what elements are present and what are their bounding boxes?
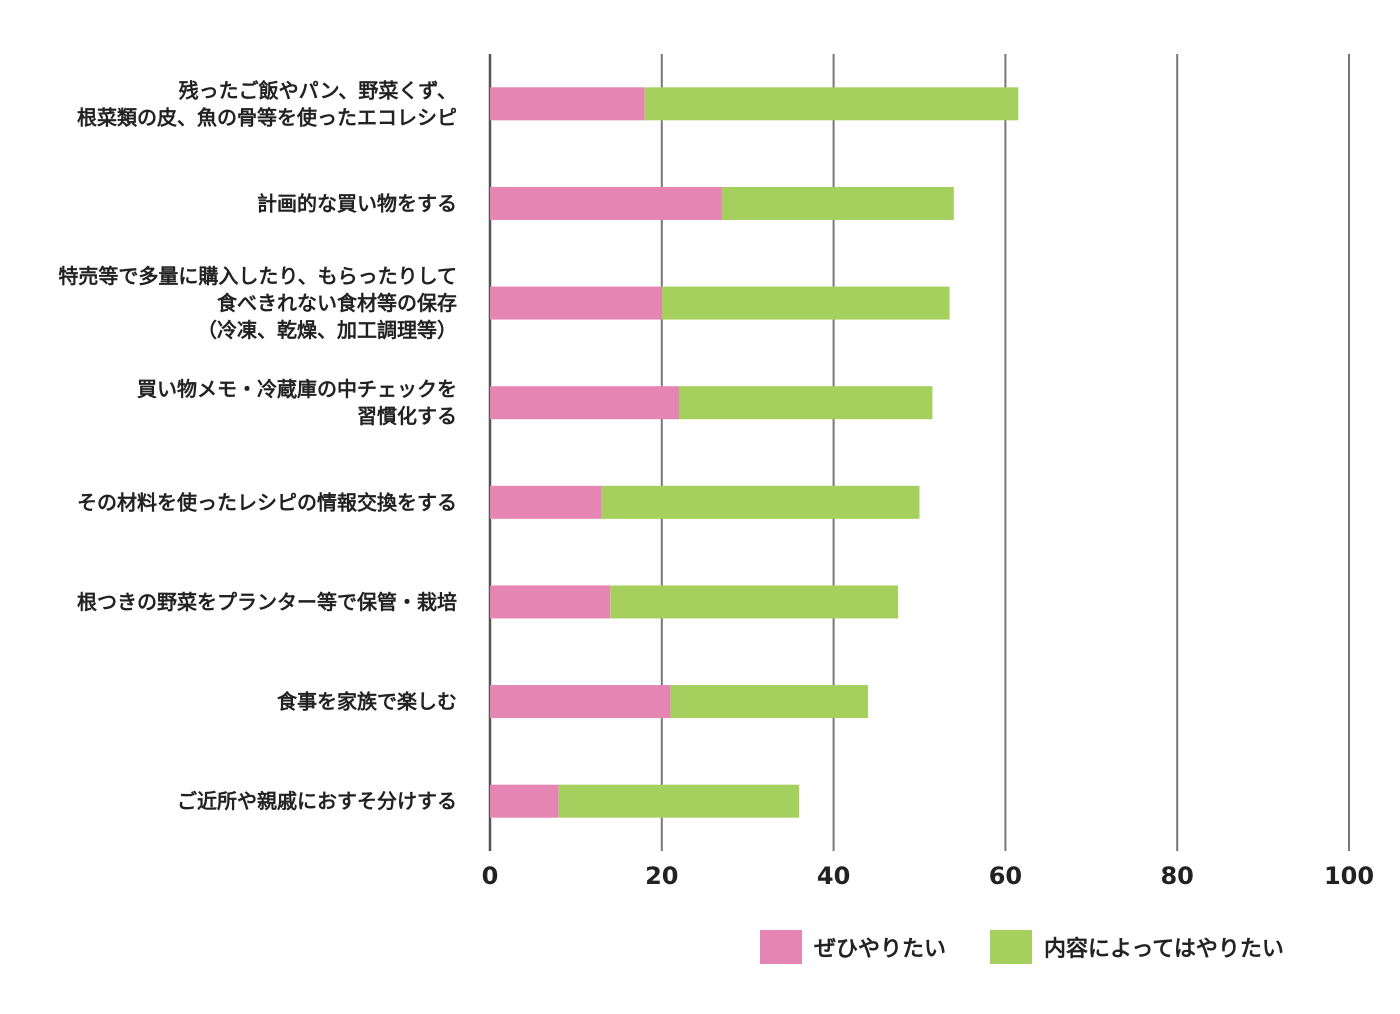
x-tick-label-80: 80 [1160,862,1193,890]
category-label-8-line-1: ご近所や親戚におすそ分けする [177,789,457,813]
category-label-2-line-1: 計画的な買い物をする [257,191,457,215]
bar-series-1-cat-3 [490,286,662,320]
category-label-1-line-1: 残ったご飯やパン、野菜くず、 [179,78,457,102]
bar-series-2-cat-6 [610,585,899,619]
bar-series-2-cat-7 [670,685,868,719]
category-label-3-line-2: 食べきれない食材等の保存 [217,291,457,315]
bar-series-2-cat-3 [661,286,950,320]
category-label-3-line-1: 特売等で多量に購入したり、もらったりして [58,264,457,288]
x-tick-label-60: 60 [989,862,1022,890]
legend-swatch-series-1 [760,930,802,964]
legend-item-series-2: 内容によってはやりたい [990,930,1284,964]
bar-series-2-cat-5 [601,485,920,519]
legend-label-series-2: 内容によってはやりたい [1044,937,1284,962]
category-label-6-line-1: 根つきの野菜をプランター等で保管・栽培 [77,590,457,614]
legend-item-series-1: ぜひやりたい [760,930,946,964]
bar-series-1-cat-8 [490,784,559,818]
bar-series-1-cat-4 [490,386,679,420]
legend-label-series-1: ぜひやりたい [814,937,947,962]
x-tick-label-0: 0 [482,862,499,890]
category-label-5-line-1: その材料を使ったレシピの情報交換をする [77,490,457,514]
bar-series-1-cat-1 [490,87,645,121]
bar-series-1-cat-5 [490,485,602,519]
category-label-1-line-2: 根菜類の皮、魚の骨等を使ったエコレシピ [77,105,457,129]
x-tick-label-20: 20 [645,862,678,890]
bar-series-2-cat-2 [721,186,954,220]
bar-series-1-cat-6 [490,585,611,619]
x-tick-label-40: 40 [817,862,850,890]
bar-series-2-cat-4 [678,386,933,420]
category-label-3-line-3: （冷凍、乾燥、加工調理等） [197,318,457,342]
category-label-4-line-2: 習慣化する [357,404,457,428]
category-label-4-line-1: 買い物メモ・冷蔵庫の中チェックを [137,377,457,401]
bar-series-1-cat-7 [490,685,671,719]
bar-series-2-cat-8 [558,784,800,818]
bar-series-2-cat-1 [644,87,1019,121]
bar-series-1-cat-2 [490,186,722,220]
category-label-7-line-1: 食事を家族で楽しむ [277,690,457,714]
x-tick-label-100: 100 [1324,862,1374,890]
stacked-bar-chart: 0 20 40 60 80 100 残ったご飯やパン、野菜くず、根菜類の皮、魚の骨等を使った… [58,54,1374,890]
legend: ぜひやりたい 内容によってはやりたい [760,930,1284,964]
legend-swatch-series-2 [990,930,1033,964]
